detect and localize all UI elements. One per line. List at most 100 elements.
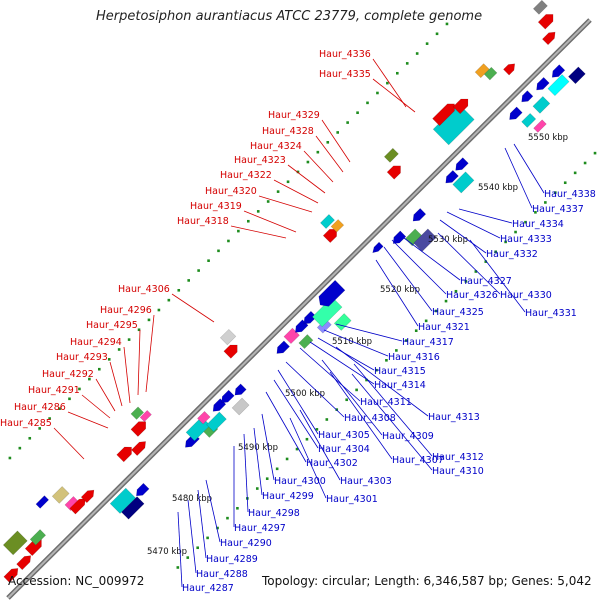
gene-box-shape <box>298 334 314 350</box>
gene-box <box>547 74 570 97</box>
tick-mark <box>315 428 319 431</box>
gene-box-shape <box>139 409 152 423</box>
tick-mark <box>78 387 81 391</box>
gene-arrow-shape <box>455 157 469 171</box>
plus-gene-label: Haur_4295 <box>86 320 138 331</box>
minus-gene-leader <box>323 329 389 357</box>
gene-box-shape <box>130 406 145 420</box>
gene-box-shape <box>121 496 145 520</box>
gene-box <box>197 410 211 425</box>
gene-box <box>533 119 547 133</box>
minus-gene-label: Haur_4337 <box>532 204 584 215</box>
minus-gene-leader <box>289 417 327 499</box>
gene-arrow <box>386 165 401 180</box>
minus-gene-label: Haur_4326 <box>446 290 498 301</box>
tick-mark <box>325 418 329 421</box>
tick-mark <box>236 506 239 510</box>
tick-mark <box>226 516 229 520</box>
gene-box-shape <box>568 66 586 85</box>
minus-gene-label: Haur_4325 <box>432 307 484 318</box>
scale-label: 5550 kbp <box>528 133 568 143</box>
minus-gene-label: Haur_4332 <box>486 249 538 260</box>
gene-arrow-shape <box>318 279 346 307</box>
gene-arrow-shape <box>503 63 516 76</box>
minus-gene-leader <box>469 239 526 313</box>
tick-mark <box>255 487 259 490</box>
minus-gene-leader <box>273 379 319 449</box>
gene-box <box>121 496 145 520</box>
minus-gene-label: Haur_4317 <box>402 337 454 348</box>
tick-mark <box>425 42 429 45</box>
minus-gene-label: Haur_4312 <box>432 452 484 463</box>
tick-mark <box>197 269 200 272</box>
gene-arrow <box>3 568 19 583</box>
gene-box <box>29 529 47 546</box>
tick-mark <box>296 170 300 174</box>
plus-gene-label: Haur_4319 <box>190 201 242 212</box>
minus-gene-label: Haur_4310 <box>432 466 484 477</box>
gene-box <box>206 411 227 433</box>
gene-arrow <box>136 482 150 497</box>
plus-gene-leader <box>273 179 319 204</box>
minus-gene-label: Haur_4338 <box>544 189 596 200</box>
gene-arrow-shape <box>536 76 550 91</box>
gene-arrow-shape <box>116 446 132 463</box>
tick-mark <box>445 22 449 26</box>
tick-mark <box>186 556 190 559</box>
plus-gene-leader <box>303 150 334 183</box>
gene-box <box>320 214 335 229</box>
minus-gene-leader <box>299 347 361 402</box>
minus-gene-label: Haur_4333 <box>500 234 552 245</box>
tick-mark <box>376 91 379 95</box>
gene-box-shape <box>532 96 551 114</box>
minus-gene-leader <box>513 143 545 194</box>
minus-gene-leader <box>187 499 197 574</box>
minus-gene-label: Haur_4331 <box>525 308 577 319</box>
tick-mark <box>484 260 488 263</box>
tick-mark <box>336 131 340 134</box>
tick-mark <box>365 378 368 382</box>
plus-gene-label: Haur_4318 <box>177 216 229 227</box>
gene-box-shape <box>206 411 227 433</box>
plus-gene-label: Haur_4324 <box>250 141 302 152</box>
gene-arrow-shape <box>542 31 556 46</box>
gene-arrow <box>276 340 290 354</box>
minus-gene-leader <box>197 489 207 559</box>
gene-arrow <box>521 90 534 103</box>
tick-mark <box>206 536 209 540</box>
gene-box <box>568 66 586 85</box>
tick-mark <box>593 151 597 155</box>
tick-mark <box>265 477 269 480</box>
tick-mark <box>414 329 418 333</box>
plus-gene-label: Haur_4294 <box>70 337 122 348</box>
gene-box <box>532 96 551 114</box>
gene-box-shape <box>521 112 537 128</box>
tick-mark <box>8 456 12 460</box>
gene-arrow-shape <box>234 383 247 396</box>
gene-box-shape <box>413 228 437 252</box>
gene-arrow <box>80 489 95 504</box>
tick-mark <box>167 298 171 302</box>
tick-mark <box>444 299 448 303</box>
gene-arrow <box>131 441 146 456</box>
minus-gene-label: Haur_4315 <box>374 366 426 377</box>
gene-arrow-shape <box>372 241 384 254</box>
tick-mark <box>196 546 199 550</box>
tick-mark <box>366 101 369 105</box>
tick-mark <box>474 270 478 273</box>
gene-box <box>35 495 50 509</box>
minus-gene-label: Haur_4314 <box>374 380 426 391</box>
scale-label: 5520 kbp <box>380 285 420 295</box>
tick-mark <box>275 467 279 471</box>
minus-gene-leader <box>299 409 341 481</box>
plus-gene-leader <box>315 135 344 173</box>
minus-gene-leader <box>353 363 433 457</box>
minus-gene-leader <box>253 427 263 496</box>
gene-arrow-shape <box>452 98 469 115</box>
gene-box-shape <box>109 487 136 514</box>
tick-mark <box>464 280 468 283</box>
gene-arrow <box>536 76 550 91</box>
tick-mark <box>356 111 359 115</box>
gene-arrow <box>412 208 427 222</box>
